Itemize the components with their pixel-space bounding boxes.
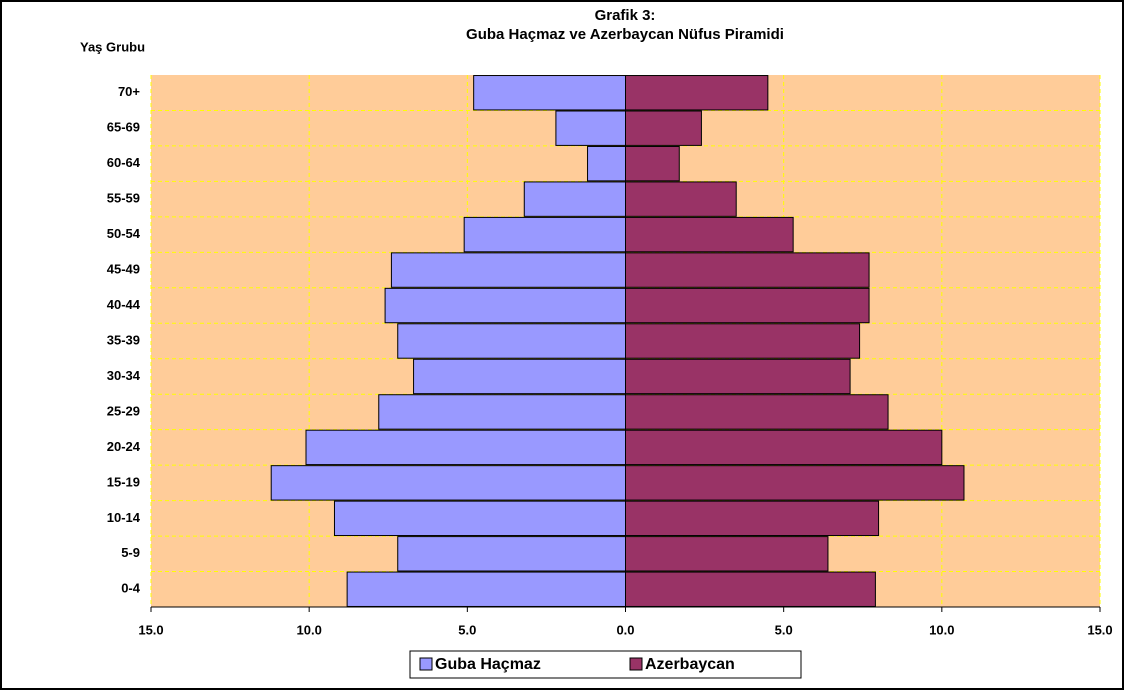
bar — [625, 216, 794, 253]
chart-title: Grafik 3: — [595, 7, 656, 24]
y-tick-label: 40-44 — [107, 297, 141, 312]
x-tick-label: 5.0 — [458, 622, 476, 637]
y-tick-label: 50-54 — [107, 226, 141, 241]
legend-swatch — [629, 657, 643, 671]
bar — [397, 536, 626, 572]
legend-label: Guba Haçmaz — [435, 656, 541, 673]
legend-swatch — [419, 657, 433, 671]
bar — [384, 287, 626, 324]
chart-title: Guba Haçmaz ve Azerbaycan Nüfus Piramidi — [466, 26, 784, 43]
bar — [625, 145, 680, 182]
x-tick-label: 15.0 — [1087, 622, 1112, 637]
bar — [390, 252, 626, 288]
bar — [555, 110, 627, 146]
bar — [346, 571, 626, 607]
y-tick-label: 30-34 — [107, 368, 141, 383]
bar — [587, 145, 626, 182]
x-tick-label: 15.0 — [138, 622, 163, 637]
y-tick-label: 35-39 — [107, 332, 140, 347]
y-tick-label: 0-4 — [121, 581, 141, 596]
bar — [333, 500, 626, 537]
y-tick-label: 20-24 — [107, 439, 141, 454]
y-tick-label: 70+ — [118, 84, 140, 99]
y-tick-label: 55-59 — [107, 191, 140, 206]
y-tick-label: 10-14 — [107, 510, 141, 525]
bar — [625, 394, 889, 430]
bar — [625, 287, 870, 324]
bar — [625, 465, 965, 501]
bar — [625, 323, 861, 359]
bar — [625, 536, 829, 572]
bar — [625, 500, 880, 537]
bar — [463, 216, 627, 253]
bar — [413, 358, 626, 395]
y-tick-label: 25-29 — [107, 403, 140, 418]
bar — [473, 75, 626, 111]
bar — [625, 571, 876, 607]
y-tick-label: 65-69 — [107, 120, 140, 135]
legend-label: Azerbaycan — [645, 656, 735, 673]
bar — [625, 252, 870, 288]
x-tick-label: 5.0 — [775, 622, 793, 637]
y-tick-label: 15-19 — [107, 474, 140, 489]
bar — [378, 394, 627, 430]
bar — [625, 181, 737, 217]
bar — [270, 465, 626, 501]
y-tick-label: 60-64 — [107, 155, 141, 170]
bar — [625, 110, 702, 146]
y-axis-label: Yaş Grubu — [80, 39, 145, 54]
y-tick-label: 45-49 — [107, 262, 140, 277]
bar — [625, 429, 943, 466]
bar — [625, 358, 851, 395]
legend-box — [409, 650, 802, 679]
bar — [305, 429, 626, 466]
x-tick-label: 10.0 — [929, 622, 954, 637]
x-tick-label: 10.0 — [297, 622, 322, 637]
bar — [397, 323, 626, 359]
x-tick-label: 0.0 — [616, 622, 634, 637]
bar — [523, 181, 626, 217]
y-tick-label: 5-9 — [121, 545, 140, 560]
bar — [625, 75, 769, 111]
